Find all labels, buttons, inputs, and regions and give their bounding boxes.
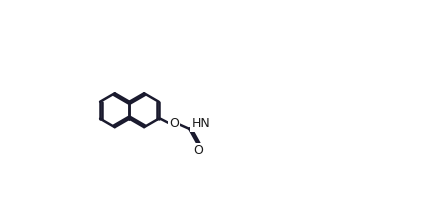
Text: O: O xyxy=(193,144,202,157)
Text: HN: HN xyxy=(192,117,211,130)
Text: O: O xyxy=(169,117,179,130)
